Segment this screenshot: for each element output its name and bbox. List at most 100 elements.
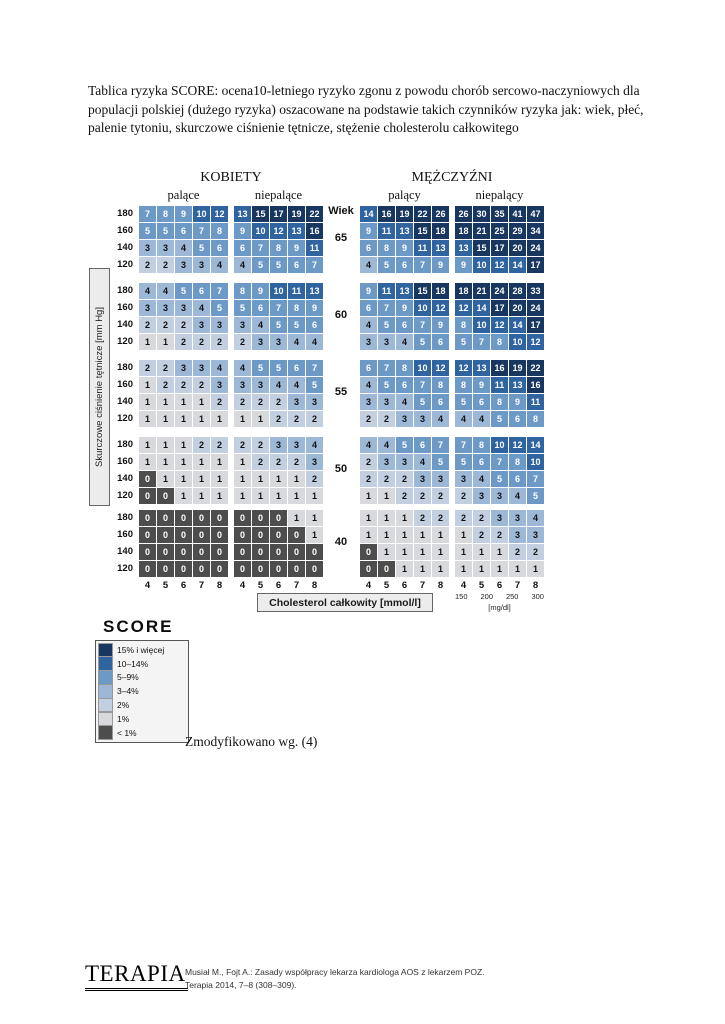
risk-block: 18 21 24 28 33 12 14 17 20 24 8 10 12 14 17 5 7 8 10 12 xyxy=(455,283,544,350)
risk-cell: 3 xyxy=(175,300,192,316)
legend-swatch xyxy=(98,725,113,740)
risk-cell: 1 xyxy=(288,510,305,526)
risk-cell: 13 xyxy=(306,283,323,299)
risk-cell: 0 xyxy=(157,510,174,526)
bp-tick-label: 140 xyxy=(117,319,133,330)
risk-cell: 19 xyxy=(288,206,305,222)
risk-cell: 9 xyxy=(455,257,472,273)
risk-cell: 12 xyxy=(527,334,544,350)
risk-cell: 6 xyxy=(473,394,490,410)
risk-cell: 1 xyxy=(175,411,192,427)
risk-cell: 13 xyxy=(234,206,251,222)
risk-cell: 12 xyxy=(432,360,449,376)
risk-cell: 1 xyxy=(306,488,323,504)
risk-cell: 7 xyxy=(211,283,228,299)
risk-cell: 5 xyxy=(414,394,431,410)
risk-cell: 5 xyxy=(455,334,472,350)
risk-cell: 3 xyxy=(396,411,413,427)
risk-cell: 5 xyxy=(378,257,395,273)
risk-legend: 15% i więcej 10–14% 5–9% 3–4% 2% 1% < 1% xyxy=(95,640,189,743)
risk-cell: 26 xyxy=(432,206,449,222)
risk-cell: 6 xyxy=(360,360,377,376)
risk-cell: 4 xyxy=(360,437,377,453)
risk-cell: 16 xyxy=(491,360,508,376)
risk-cell: 4 xyxy=(396,334,413,350)
risk-cell: 1 xyxy=(396,561,413,577)
risk-cell: 3 xyxy=(175,257,192,273)
risk-cell: 1 xyxy=(509,561,526,577)
risk-block: 9 11 13 15 18 6 7 9 10 12 4 5 6 7 9 3 3 4 5 6 xyxy=(360,283,449,350)
cholesterol-tick-label: 4 xyxy=(365,580,372,591)
risk-cell: 7 xyxy=(306,360,323,376)
legend-label: 3–4% xyxy=(117,686,139,697)
risk-cell: 4 xyxy=(455,411,472,427)
risk-cell: 9 xyxy=(175,206,192,222)
risk-cell: 1 xyxy=(193,471,210,487)
risk-cell: 7 xyxy=(414,317,431,333)
risk-cell: 9 xyxy=(360,283,377,299)
risk-cell: 1 xyxy=(360,488,377,504)
risk-cell: 5 xyxy=(396,437,413,453)
risk-cell: 1 xyxy=(139,394,156,410)
age-label: 40 xyxy=(334,536,348,548)
risk-cell: 2 xyxy=(270,394,287,410)
age-label: 65 xyxy=(334,232,348,244)
risk-cell: 16 xyxy=(306,223,323,239)
risk-cell: 4 xyxy=(360,377,377,393)
risk-cell: 5 xyxy=(432,454,449,470)
risk-cell: 2 xyxy=(378,411,395,427)
risk-cell: 2 xyxy=(157,317,174,333)
risk-cell: 1 xyxy=(306,510,323,526)
risk-cell: 5 xyxy=(252,360,269,376)
risk-cell: 7 xyxy=(139,206,156,222)
legend-item: 1% xyxy=(98,711,186,727)
risk-cell: 5 xyxy=(175,283,192,299)
bp-tick-label: 160 xyxy=(117,379,133,390)
risk-cell: 34 xyxy=(527,223,544,239)
risk-cell: 2 xyxy=(396,471,413,487)
risk-cell: 12 xyxy=(432,300,449,316)
risk-cell: 1 xyxy=(270,471,287,487)
cholesterol-tick-label: 7 xyxy=(514,580,521,591)
risk-cell: 2 xyxy=(414,510,431,526)
risk-cell: 4 xyxy=(432,411,449,427)
risk-cell: 22 xyxy=(306,206,323,222)
risk-cell: 18 xyxy=(432,283,449,299)
bp-tick-label: 180 xyxy=(117,208,133,219)
cholesterol-tick-label: 7 xyxy=(198,580,205,591)
risk-cell: 1 xyxy=(139,334,156,350)
risk-cell: 3 xyxy=(288,394,305,410)
mgdl-tick-label: 200 xyxy=(480,592,493,601)
risk-cell: 7 xyxy=(252,240,269,256)
risk-cell: 9 xyxy=(396,300,413,316)
legend-item: 3–4% xyxy=(98,684,186,699)
risk-cell: 1 xyxy=(211,471,228,487)
risk-cell: 4 xyxy=(360,317,377,333)
risk-cell: 11 xyxy=(288,283,305,299)
risk-cell: 5 xyxy=(270,360,287,376)
risk-cell: 1 xyxy=(175,437,192,453)
risk-cell: 1 xyxy=(473,561,490,577)
risk-cell: 3 xyxy=(139,240,156,256)
legend-title: SCORE xyxy=(103,617,174,636)
risk-cell: 19 xyxy=(396,206,413,222)
legend-item: 2% xyxy=(98,697,186,713)
risk-cell: 3 xyxy=(175,360,192,376)
risk-cell: 0 xyxy=(270,561,287,577)
risk-cell: 14 xyxy=(473,300,490,316)
legend-swatch xyxy=(98,642,113,658)
risk-cell: 5 xyxy=(378,377,395,393)
bp-tick-label: 120 xyxy=(117,413,133,424)
risk-cell: 1 xyxy=(360,527,377,543)
risk-cell: 0 xyxy=(211,527,228,543)
risk-cell: 35 xyxy=(491,206,508,222)
risk-cell: 0 xyxy=(139,544,156,560)
risk-cell: 2 xyxy=(306,411,323,427)
risk-cell: 8 xyxy=(455,317,472,333)
mgdl-tick-row: 150 200 250 300 xyxy=(455,592,544,601)
risk-cell: 0 xyxy=(378,561,395,577)
risk-cell: 0 xyxy=(157,488,174,504)
risk-cell: 1 xyxy=(139,377,156,393)
